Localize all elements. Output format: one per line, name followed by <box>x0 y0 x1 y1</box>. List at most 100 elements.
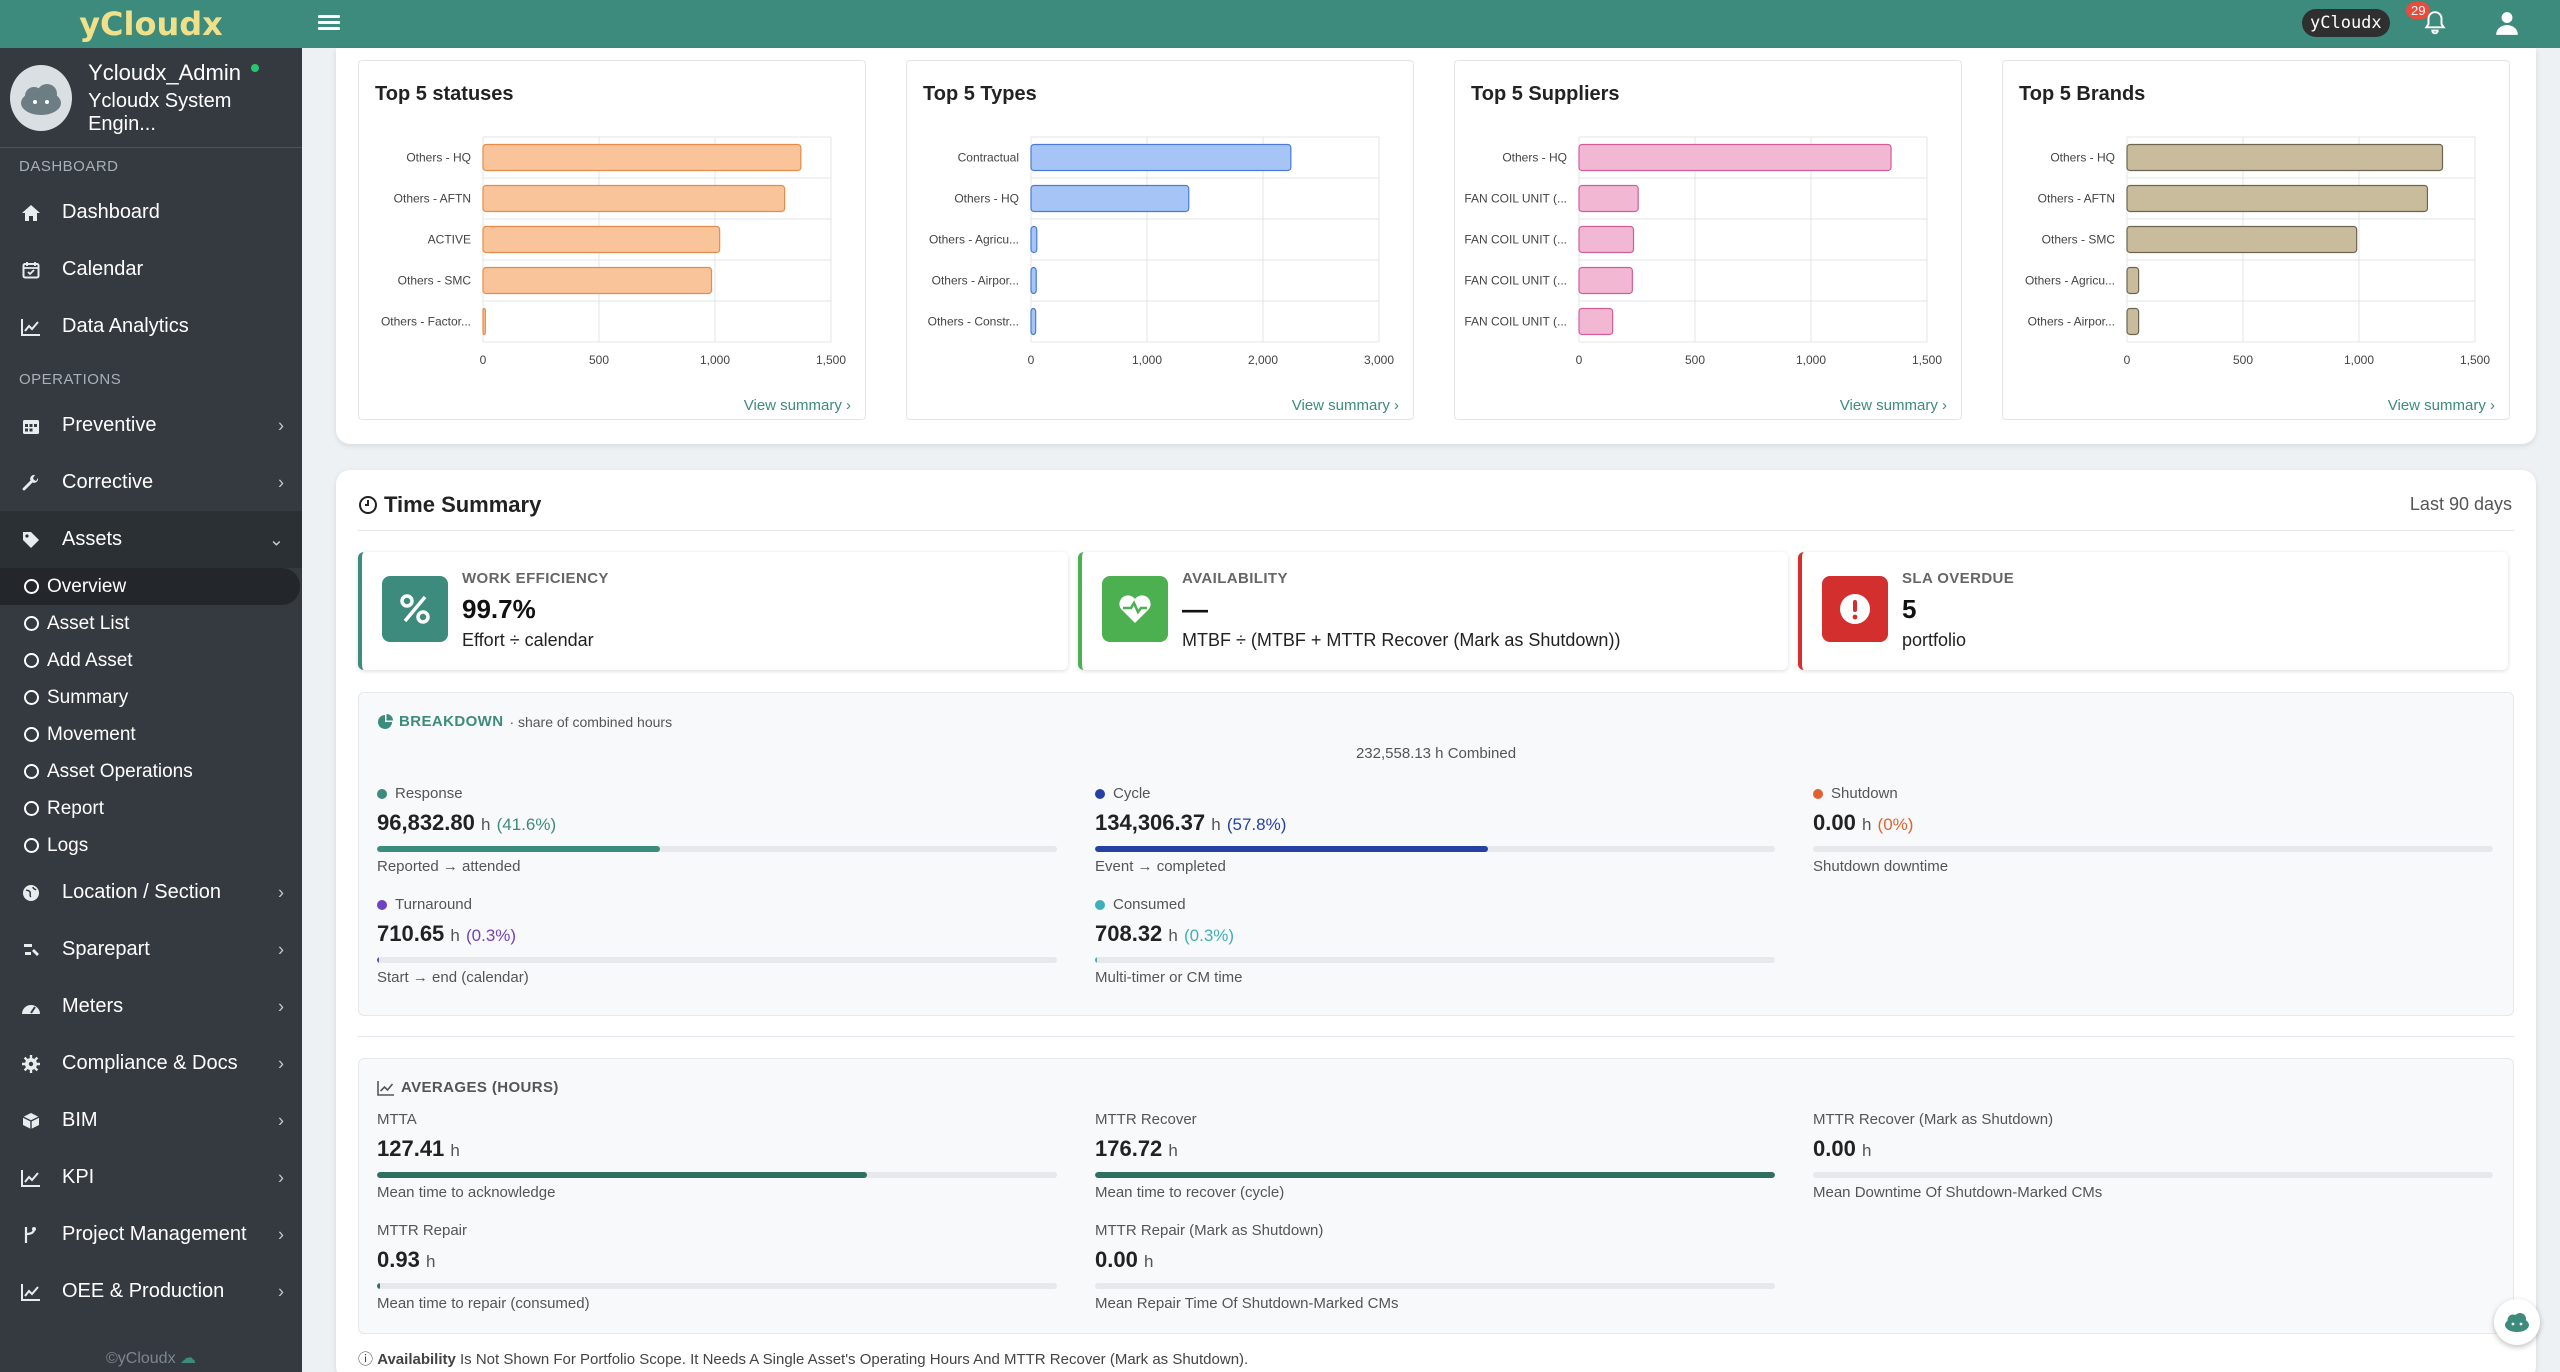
cloud-icon: ☁ <box>180 1350 197 1367</box>
sidebar-item-label: Assets <box>62 528 123 550</box>
progress-fill <box>377 957 380 963</box>
x-tick-label: 0 <box>1576 353 1583 367</box>
subitem-label: Asset Operations <box>47 760 193 782</box>
note-bold: Availability <box>377 1351 456 1368</box>
bar[interactable] <box>1578 225 1635 254</box>
sidebar-item-location-section[interactable]: Location / Section › <box>0 864 302 921</box>
hamburger-menu-icon[interactable] <box>318 12 340 34</box>
sidebar-subitem-logs[interactable]: Logs <box>0 827 302 864</box>
x-tick-label: 1,000 <box>2344 353 2374 367</box>
brand-logo[interactable]: yCloudx <box>0 0 302 48</box>
gauge-icon <box>20 996 42 1018</box>
metric-shutdown: Shutdown 0.00 h (0%) Shutdown downtime <box>1813 785 2493 875</box>
bar[interactable] <box>1030 266 1037 295</box>
sidebar-item-data-analytics[interactable]: Data Analytics <box>0 298 302 355</box>
sidebar-item-sparepart[interactable]: Sparepart › <box>0 921 302 978</box>
date-range-label[interactable]: Last 90 days <box>2409 494 2512 514</box>
metric-mtta: MTTA 127.41 h Mean time to acknowledge <box>377 1111 1057 1201</box>
metric-value: 96,832.80 <box>377 810 475 835</box>
sidebar-item-label: KPI <box>62 1166 95 1188</box>
bar[interactable] <box>482 143 802 172</box>
sidebar-item-meters[interactable]: Meters › <box>0 978 302 1035</box>
sidebar-item-assets[interactable]: Assets ⌄ <box>0 511 302 568</box>
user-icon[interactable] <box>2494 10 2520 36</box>
view-summary-link[interactable]: View summary › <box>1839 397 1947 414</box>
metric-consumed: Consumed 708.32 h (0.3%) Multi-timer or CM… <box>1095 896 1775 986</box>
metric-label-row: Turnaround <box>377 896 1057 913</box>
x-tick-label: 0 <box>2124 353 2131 367</box>
user-panel[interactable]: Ycloudx_Admin Ycloudx System Engin... <box>0 48 302 148</box>
bar[interactable] <box>482 307 486 336</box>
metric-percent: (57.8%) <box>1226 815 1287 834</box>
bar[interactable] <box>1030 307 1037 336</box>
sidebar-footer: ©yCloudx ☁ <box>0 1348 302 1368</box>
note-text: Is Not Shown For Portfolio Scope. It Nee… <box>455 1351 1249 1368</box>
sidebar-subitem-add-asset[interactable]: Add Asset <box>0 642 302 679</box>
y-category-label: Others - Agricu... <box>2025 274 2115 288</box>
bar[interactable] <box>1030 225 1038 254</box>
view-summary-link[interactable]: View summary › <box>1291 397 1399 414</box>
metric-value: 0.00 <box>1813 810 1856 835</box>
bar[interactable] <box>2126 184 2429 213</box>
chat-assistant-button[interactable] <box>2494 1299 2540 1345</box>
progress-bar <box>377 1172 1057 1178</box>
sidebar-item-project-management[interactable]: Project Management › <box>0 1206 302 1263</box>
bar[interactable] <box>1578 307 1614 336</box>
bar[interactable] <box>482 184 786 213</box>
bar[interactable] <box>2126 307 2140 336</box>
progress-fill <box>377 1283 381 1289</box>
sidebar-item-calendar[interactable]: Calendar <box>0 241 302 298</box>
user-name: Ycloudx_Admin <box>88 59 241 85</box>
sidebar-subitem-report[interactable]: Report <box>0 790 302 827</box>
metric-percent: (0%) <box>1877 815 1914 834</box>
sidebar-subitem-movement[interactable]: Movement <box>0 716 302 753</box>
metric-mttr-repair-shutdown: MTTR Repair (Mark as Shutdown) 0.00 h Mea… <box>1095 1222 1775 1312</box>
sidebar-subitem-asset-operations[interactable]: Asset Operations <box>0 753 302 790</box>
sidebar-item-kpi[interactable]: KPI › <box>0 1149 302 1206</box>
bar[interactable] <box>1578 143 1892 172</box>
bar[interactable] <box>1030 143 1292 172</box>
sidebar-item-compliance-docs[interactable]: Compliance & Docs › <box>0 1035 302 1092</box>
bar[interactable] <box>2126 225 2358 254</box>
metric-value: 0.00 <box>1095 1247 1138 1272</box>
sidebar-item-corrective[interactable]: Corrective › <box>0 454 302 511</box>
metric-value-row: 0.00 h <box>1095 1247 1775 1273</box>
availability-note: ⓘ Availability Is Not Shown For Portfoli… <box>358 1348 1248 1369</box>
avatar[interactable] <box>10 64 73 131</box>
averages-title: AVERAGES (HOURS) <box>401 1079 559 1096</box>
chevron-right-icon: › <box>278 415 284 435</box>
progress-bar <box>1095 957 1775 963</box>
progress-bar <box>1813 1172 2493 1178</box>
bar[interactable] <box>482 225 721 254</box>
progress-bar <box>1095 846 1775 852</box>
sidebar-item-preventive[interactable]: Preventive › <box>0 397 302 454</box>
x-tick-label: 500 <box>2233 353 2253 367</box>
bar[interactable] <box>1578 266 1633 295</box>
bar[interactable] <box>2126 143 2444 172</box>
bar[interactable] <box>2126 266 2140 295</box>
chart-title: Top 5 Types <box>923 83 1037 105</box>
wrench-icon <box>20 472 42 494</box>
sidebar-subitem-overview[interactable]: Overview <box>0 568 300 605</box>
sidebar-subitem-asset-list[interactable]: Asset List <box>0 605 302 642</box>
view-summary-link[interactable]: View summary › <box>743 397 851 414</box>
sidebar-item-label: Preventive <box>62 414 157 436</box>
sidebar-subitem-summary[interactable]: Summary <box>0 679 302 716</box>
sidebar-item-bim[interactable]: BIM › <box>0 1092 302 1149</box>
bar[interactable] <box>1030 184 1190 213</box>
metric-cycle: Cycle 134,306.37 h (57.8%) Event → complet… <box>1095 785 1775 875</box>
metric-label-row: MTTA <box>377 1111 1057 1128</box>
section-dashboard: DASHBOARD <box>19 157 119 175</box>
sidebar-item-dashboard[interactable]: Dashboard <box>0 184 302 241</box>
bell-icon[interactable] <box>2422 10 2448 36</box>
kpi-subtext: portfolio <box>1902 630 1967 650</box>
bar[interactable] <box>1578 184 1639 213</box>
sidebar-item-label: OEE & Production <box>62 1280 225 1302</box>
tenant-chip[interactable]: yCloudx <box>2302 9 2390 37</box>
y-category-label: Others - SMC <box>2042 233 2116 247</box>
sidebar-item-oee-production[interactable]: OEE & Production › <box>0 1263 302 1320</box>
metric-label: MTTR Repair (Mark as Shutdown) <box>1095 1222 1324 1239</box>
view-summary-link[interactable]: View summary › <box>2387 397 2495 414</box>
metric-description: Shutdown downtime <box>1813 858 1949 875</box>
bar[interactable] <box>482 266 713 295</box>
